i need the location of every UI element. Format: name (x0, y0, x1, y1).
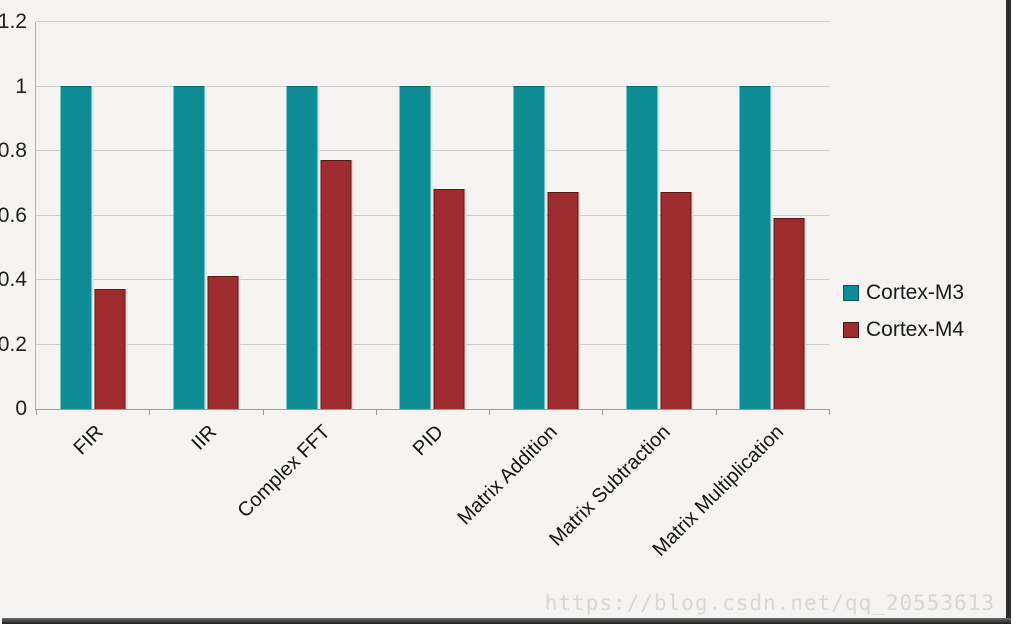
x-axis-tick (489, 409, 491, 415)
bar-cortex-m3-matrix-subtraction (626, 85, 658, 409)
x-axis-category-label: Matrix Addition (453, 421, 562, 530)
x-axis-category-label: PID (408, 421, 449, 461)
legend-swatch-cortex-m4 (843, 322, 859, 338)
x-axis-tick (829, 409, 830, 415)
x-axis-tick (36, 409, 37, 415)
category-group: Matrix Addition (453, 22, 602, 529)
plot-area: 0 0.2 0.4 0.6 0.8 1 1.2 FIR IIR Complex FFT PID Mat… (0, 10, 830, 561)
category-group: IIR (149, 22, 262, 455)
x-axis-category-label: IIR (187, 421, 222, 455)
bar-cortex-m3-iir (173, 85, 205, 409)
category-group: FIR (36, 22, 149, 459)
x-axis-tick (149, 409, 151, 415)
y-axis-tick-label: 1.2 (0, 10, 27, 33)
chart-canvas: 0 0.2 0.4 0.6 0.8 1 1.2 FIR IIR Complex FFT PID Mat… (0, 0, 1007, 618)
bar-cortex-m4-fir (94, 288, 126, 409)
x-axis-category-label: FIR (69, 421, 109, 460)
bar-cortex-m4-iir (207, 275, 239, 409)
bar-cortex-m3-complex-fft (286, 85, 318, 409)
bar-cortex-m4-matrix-multiplication (773, 217, 805, 409)
legend: Cortex-M3 Cortex-M4 (843, 281, 964, 342)
category-group: Matrix Subtraction (545, 22, 715, 551)
x-axis-category-label: Complex FFT (233, 421, 335, 523)
frame-right-border (1006, 0, 1011, 624)
legend-item-cortex-m3: Cortex-M3 (843, 281, 964, 305)
y-axis-tick-label: 0.6 (0, 203, 27, 227)
category-group: Complex FFT (234, 22, 376, 522)
x-axis-tick (715, 409, 717, 415)
bar-groups: FIR IIR Complex FFT PID Matrix Addition Matri… (36, 22, 829, 561)
bar-cortex-m4-matrix-subtraction (660, 191, 692, 409)
x-axis-tick (262, 409, 264, 415)
bar-cortex-m4-complex-fft (320, 159, 352, 409)
gridline-y-0.4 (36, 279, 829, 280)
bar-pair (626, 85, 692, 409)
gridline-y-0.6 (36, 214, 829, 216)
frame-bottom-border (2, 618, 1011, 624)
gridline-y-0.2 (36, 343, 829, 345)
bar-pair (60, 85, 126, 409)
bar-cortex-m3-matrix-addition (513, 85, 545, 409)
bar-pair (513, 85, 579, 409)
bar-cortex-m3-fir (60, 85, 92, 409)
y-axis-tick-label: 0 (15, 397, 27, 420)
x-axis-tick (602, 409, 604, 415)
x-axis-tick (375, 409, 377, 415)
legend-label: Cortex-M4 (866, 318, 965, 341)
bar-pair (286, 85, 352, 409)
legend-item-cortex-m4: Cortex-M4 (843, 318, 964, 342)
x-axis-category-label: Matrix Subtraction (545, 421, 675, 551)
bar-cortex-m3-matrix-multiplication (739, 85, 771, 409)
bar-pair (173, 85, 239, 409)
bar-cortex-m4-matrix-addition (547, 191, 579, 409)
bar-cortex-m3-pid (399, 85, 431, 409)
gridline-y-1 (36, 85, 829, 87)
category-group: PID (376, 22, 489, 460)
bar-cortex-m4-pid (433, 188, 465, 409)
gridline-y-0.8 (36, 150, 829, 151)
y-axis-tick-label: 0.4 (0, 268, 27, 291)
bar-pair (399, 85, 465, 409)
legend-swatch-cortex-m3 (843, 285, 859, 301)
y-axis-tick-label: 1 (15, 74, 27, 98)
legend-label: Cortex-M3 (866, 281, 965, 304)
y-axis-tick-label: 0.2 (0, 332, 27, 356)
y-axis-tick-label: 0.8 (0, 139, 27, 162)
category-group: Matrix Multiplication (648, 22, 829, 561)
bar-pair (739, 85, 805, 409)
gridline-y-1.2 (36, 21, 829, 22)
watermark-text: https://blog.csdn.net/qq_20553613 (544, 591, 995, 615)
